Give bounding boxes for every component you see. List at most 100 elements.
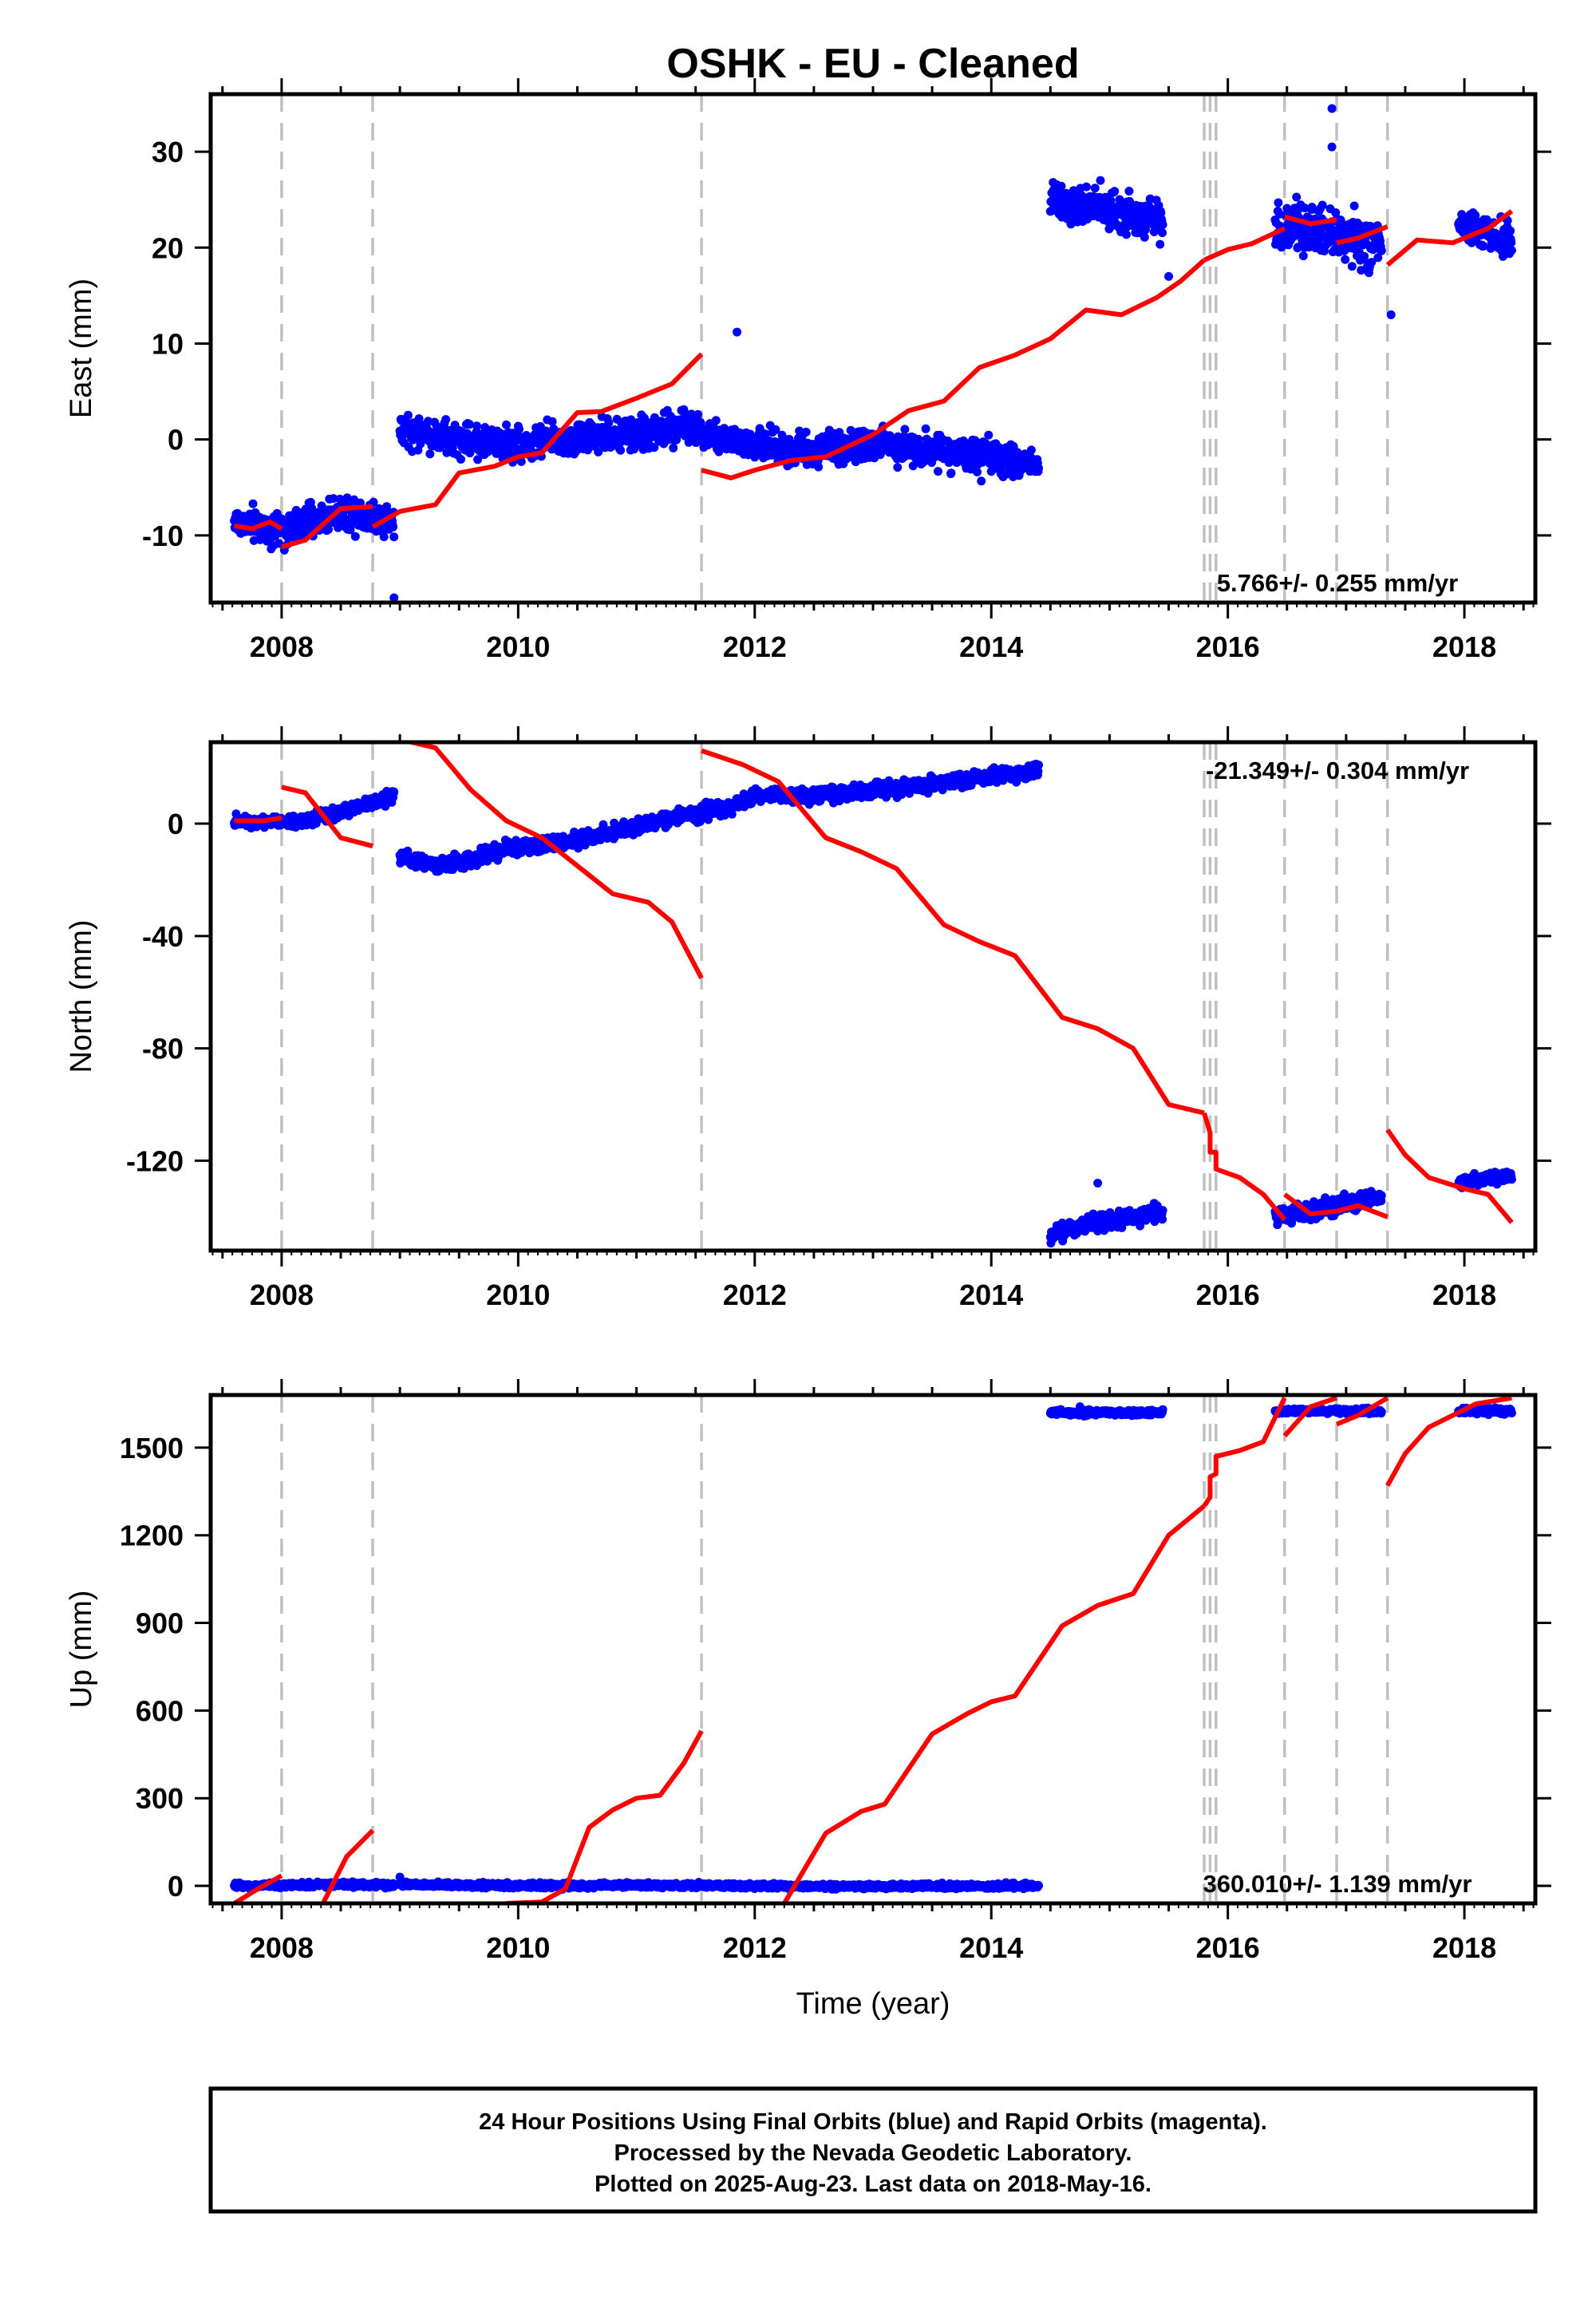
data-point: [379, 532, 389, 542]
data-point: [1357, 266, 1366, 275]
data-point: [1292, 192, 1302, 202]
model-fit-line-0: [234, 520, 283, 532]
data-point: [1298, 251, 1308, 261]
data-point: [693, 409, 702, 419]
data-point: [1158, 220, 1167, 229]
data-point: [616, 445, 626, 455]
data-point: [1158, 1215, 1167, 1224]
data-series-points: [230, 104, 1516, 603]
x-tick-label-2010: 2010: [486, 630, 550, 663]
data-point: [970, 436, 980, 445]
model-fit-line-3: [701, 748, 1205, 1116]
data-point: [1341, 255, 1350, 264]
data-point: [934, 467, 942, 476]
data-point: [1106, 196, 1116, 206]
data-point: [442, 448, 452, 457]
data-point: [594, 447, 603, 456]
data-point: [1482, 215, 1491, 224]
data-point: [914, 434, 923, 444]
model-fit-line-7: [1385, 1128, 1514, 1224]
data-point: [389, 522, 398, 532]
data-point: [464, 420, 474, 429]
outlier-point-0: [1093, 1179, 1103, 1188]
data-point: [946, 468, 956, 478]
rate-annotation: 5.766+/- 0.255 mm/yr: [1217, 569, 1458, 597]
data-point: [908, 461, 918, 471]
model-fit-line-6: [1336, 1203, 1389, 1219]
y-tick-label: -10: [142, 520, 184, 552]
data-point: [900, 425, 910, 434]
data-point: [1124, 187, 1134, 196]
data-point: [1347, 262, 1357, 271]
data-point: [1471, 211, 1480, 220]
data-point: [515, 425, 523, 434]
data-point: [1156, 239, 1165, 249]
x-tick-label-2012: 2012: [723, 630, 787, 663]
data-point: [1034, 464, 1043, 473]
x-tick-label-2008: 2008: [250, 630, 314, 663]
model-fit-line-1: [281, 785, 373, 849]
y-axis-label: East (mm): [65, 279, 98, 418]
panel-north: 2008 2010 2012 2014 2016 20180-40-80-120North…: [65, 726, 1551, 1311]
data-point: [1349, 201, 1359, 211]
data-point: [324, 524, 334, 534]
y-tick-label: 0: [168, 424, 184, 456]
data-point: [1507, 246, 1516, 255]
plot-area: [230, 94, 1516, 603]
x-tick-label-2014: 2014: [959, 630, 1023, 663]
data-point: [650, 443, 659, 453]
data-point: [893, 463, 903, 472]
data-point: [1096, 176, 1105, 185]
data-point: [801, 427, 811, 437]
outlier-point-4: [1327, 142, 1337, 152]
data-point: [502, 420, 511, 429]
outlier-point-1: [733, 327, 742, 337]
data-point: [1377, 1191, 1386, 1200]
data-point: [456, 455, 465, 464]
data-point: [516, 456, 526, 466]
data-point: [1360, 251, 1369, 261]
figure-title: OSHK - EU - Cleaned: [666, 41, 1079, 87]
model-fit-line-0: [234, 816, 282, 824]
data-point: [425, 449, 435, 459]
data-point: [1026, 445, 1036, 455]
data-point: [1034, 761, 1043, 769]
data-point: [921, 424, 930, 433]
model-fit-line-1: [281, 504, 373, 550]
data-point: [684, 437, 693, 447]
model-fit-line-5: [1282, 1192, 1337, 1217]
data-point: [771, 425, 780, 434]
outlier-point-2: [1164, 271, 1174, 281]
data-point: [350, 532, 360, 541]
outlier-point-3: [1327, 104, 1337, 113]
data-point: [1158, 228, 1167, 238]
data-point: [1367, 258, 1377, 267]
model-fit-line-4: [1203, 226, 1286, 263]
data-point: [669, 443, 678, 453]
data-point: [1156, 208, 1166, 218]
data-point: [1110, 187, 1120, 196]
data-point: [342, 493, 352, 503]
model-fit-line-4: [1202, 1112, 1287, 1222]
data-point: [547, 417, 557, 426]
data-point: [626, 415, 636, 425]
data-point: [711, 416, 721, 425]
data-point: [389, 532, 399, 542]
data-point: [1081, 182, 1091, 192]
data-point: [1122, 230, 1131, 239]
data-point: [403, 410, 413, 420]
data-point: [1274, 198, 1283, 207]
outlier-point-5: [1386, 310, 1396, 319]
plot-area: [230, 742, 1516, 1251]
data-point: [248, 499, 258, 508]
data-point: [1373, 253, 1383, 263]
data-point: [727, 809, 737, 819]
data-point: [389, 787, 399, 796]
data-point: [760, 429, 770, 439]
data-point: [1140, 232, 1149, 242]
outlier-point-0: [389, 593, 399, 603]
model-fit-line-5: [1284, 214, 1337, 227]
